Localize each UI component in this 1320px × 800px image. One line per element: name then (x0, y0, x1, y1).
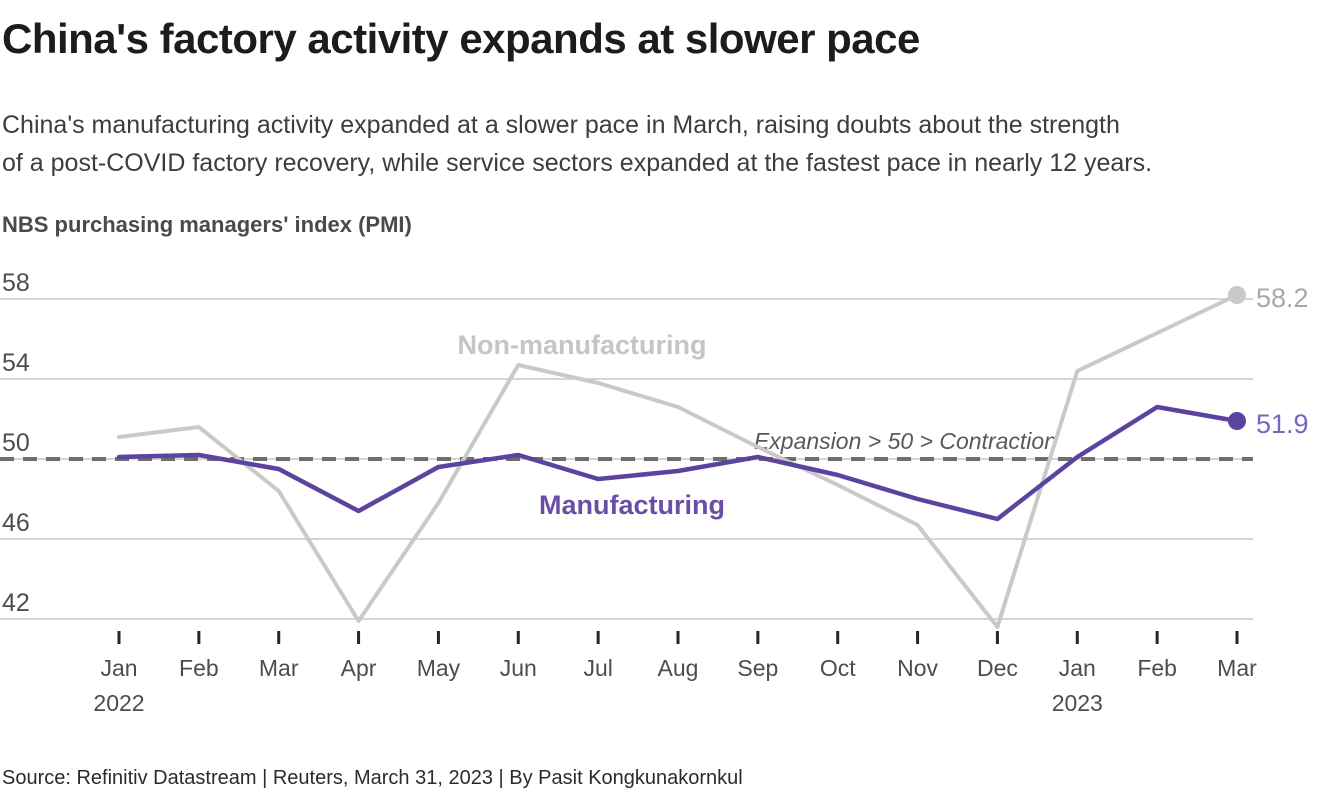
manufacturing-label: Manufacturing (539, 490, 725, 520)
x-axis-label: Oct (820, 655, 856, 681)
x-axis-label: Mar (259, 655, 299, 681)
chart-title: NBS purchasing managers' index (PMI) (2, 212, 412, 237)
x-axis-year-label: 2022 (93, 690, 144, 716)
source-attribution: Source: Refinitiv Datastream | Reuters, … (2, 767, 743, 789)
manufacturing-end-value: 51.9 (1256, 409, 1309, 439)
y-axis-label: 58 (2, 269, 30, 297)
y-axis-label: 54 (2, 349, 30, 377)
x-axis-label: Apr (341, 655, 377, 681)
x-axis-year-label: 2023 (1052, 690, 1103, 716)
x-axis-label: Nov (897, 655, 938, 681)
manufacturing-end-dot (1227, 412, 1246, 430)
expansion-contraction-note: Expansion > 50 > Contraction (754, 428, 1057, 454)
x-axis-label: Feb (179, 655, 219, 681)
manufacturing-line (116, 404, 1240, 522)
non-manufacturing-end-dot (1227, 286, 1246, 304)
x-axis-label: Feb (1137, 655, 1177, 681)
x-axis-label: Aug (658, 655, 699, 681)
y-axis-label: 42 (2, 589, 30, 617)
x-axis-label: Jan (1059, 655, 1096, 681)
y-axis-label: 46 (2, 509, 30, 537)
x-axis-label: Sep (737, 655, 778, 681)
x-axis-label: Jul (583, 655, 612, 681)
x-axis-label: May (417, 655, 461, 681)
page-title: China's factory activity expands at slow… (2, 15, 920, 62)
non-manufacturing-end-value: 58.2 (1256, 283, 1309, 313)
x-axis-label: Jun (500, 655, 537, 681)
non-manufacturing-line (117, 293, 1239, 629)
x-axis-label: Mar (1217, 655, 1257, 681)
x-axis-label: Jan (100, 655, 137, 681)
y-axis-label: 50 (2, 429, 30, 457)
page-subtitle: China's manufacturing activity expanded … (2, 111, 1153, 177)
x-axis-label: Dec (977, 655, 1018, 681)
non-manufacturing-label: Non-manufacturing (458, 330, 707, 360)
